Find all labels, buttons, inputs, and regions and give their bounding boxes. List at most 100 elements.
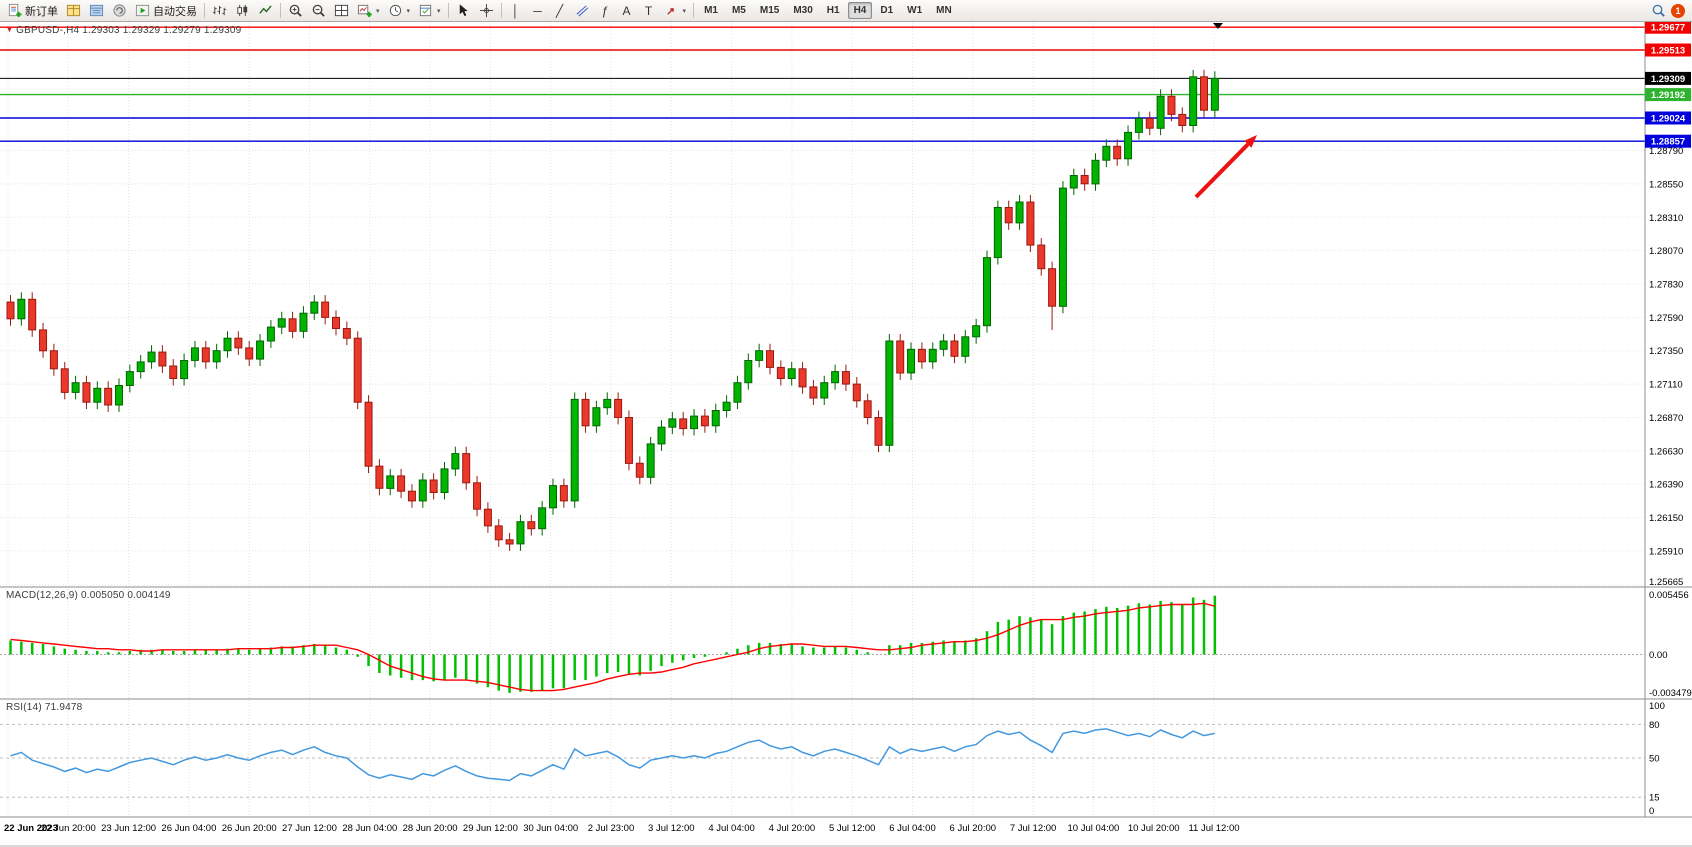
timeframe-h1-button[interactable]: H1 bbox=[826, 5, 840, 16]
svg-text:4 Jul 20:00: 4 Jul 20:00 bbox=[769, 823, 815, 834]
dropdown-caret-icon: ▾ bbox=[406, 7, 411, 15]
timeframe-m15-button[interactable]: M15 bbox=[759, 5, 780, 16]
svg-text:7 Jul 12:00: 7 Jul 12:00 bbox=[1010, 823, 1056, 834]
svg-text:1.29677: 1.29677 bbox=[1651, 23, 1685, 34]
text-button[interactable]: A bbox=[616, 1, 638, 20]
timeframe-w1-button[interactable]: W1 bbox=[907, 5, 923, 16]
channel-icon bbox=[575, 3, 590, 18]
new-chart-icon bbox=[357, 3, 372, 18]
tile-windows-button[interactable] bbox=[330, 1, 353, 20]
search-icon[interactable] bbox=[1651, 3, 1666, 18]
svg-text:1.28550: 1.28550 bbox=[1649, 179, 1683, 190]
svg-text:1.27350: 1.27350 bbox=[1649, 346, 1683, 357]
label-button[interactable]: T bbox=[638, 1, 660, 20]
svg-text:27 Jun 12:00: 27 Jun 12:00 bbox=[282, 823, 337, 834]
macd-signal-line bbox=[10, 602, 1215, 692]
crosshair-icon bbox=[479, 3, 494, 18]
market-depth-icon bbox=[66, 3, 81, 18]
tile-windows-icon bbox=[334, 3, 349, 18]
bar-chart-button[interactable] bbox=[208, 1, 231, 20]
zoom-in-icon bbox=[288, 3, 303, 18]
auto-trading-label: 自动交易 bbox=[153, 5, 197, 18]
toolbar-separator bbox=[693, 3, 695, 18]
new-order-label: 新订单 bbox=[25, 5, 58, 18]
svg-text:30 Jun 04:00: 30 Jun 04:00 bbox=[523, 823, 578, 834]
macd-axis[interactable]: 0.005456 0.00 -0.003479 bbox=[1649, 590, 1692, 699]
auto-trading-icon bbox=[135, 3, 150, 18]
data-window-icon bbox=[89, 3, 104, 18]
text-icon: A bbox=[622, 3, 631, 18]
line-chart-button[interactable] bbox=[254, 1, 277, 20]
notification-badge[interactable]: 1 bbox=[1671, 3, 1685, 18]
auto-trading-button[interactable]: 自动交易 bbox=[131, 1, 201, 20]
price-tag-1.29024 bbox=[1645, 111, 1691, 125]
timeframe-d1-button[interactable]: D1 bbox=[880, 5, 894, 16]
timeframe-h4-button[interactable]: H4 bbox=[847, 2, 873, 19]
toolbar-separator bbox=[447, 3, 449, 18]
zoom-out-button[interactable] bbox=[307, 1, 330, 20]
price-tag-1.29677 bbox=[1645, 20, 1691, 34]
macd-histogram bbox=[9, 595, 1217, 693]
svg-text:26 Jun 20:00: 26 Jun 20:00 bbox=[222, 823, 277, 834]
svg-text:2 Jul 23:00: 2 Jul 23:00 bbox=[588, 823, 634, 834]
channel-button[interactable] bbox=[571, 1, 594, 20]
cursor-button[interactable] bbox=[452, 1, 475, 20]
template-button[interactable]: ▾ bbox=[414, 1, 445, 20]
toolbar: 新订单 自动交易 ▾ ▾ ▾ │ ─ ╱ ƒ A T ▾ M1 M5 M15 M… bbox=[0, 0, 1692, 22]
svg-text:6 Jul 20:00: 6 Jul 20:00 bbox=[950, 823, 996, 834]
zoom-in-button[interactable] bbox=[284, 1, 307, 20]
new-order-button[interactable]: 新订单 bbox=[3, 1, 62, 20]
horizontal-line-button[interactable]: ─ bbox=[527, 1, 549, 20]
horizontal-line-icon: ─ bbox=[533, 3, 542, 18]
vertical-line-button[interactable]: │ bbox=[505, 1, 527, 20]
toolbar-right-group: 1 bbox=[1651, 3, 1689, 18]
svg-text:28 Jun 20:00: 28 Jun 20:00 bbox=[403, 823, 458, 834]
rsi-level-lines bbox=[0, 723, 1645, 798]
timeframe-m1-button[interactable]: M1 bbox=[704, 5, 718, 16]
rsi-indicator-label: RSI(14) 71.9478 bbox=[6, 702, 83, 713]
svg-text:1.27590: 1.27590 bbox=[1649, 313, 1683, 324]
svg-text:1.26150: 1.26150 bbox=[1649, 513, 1683, 524]
svg-text:1.28790: 1.28790 bbox=[1649, 146, 1683, 157]
period-button[interactable]: ▾ bbox=[384, 1, 415, 20]
new-order-icon bbox=[7, 3, 22, 18]
svg-text:50: 50 bbox=[1649, 754, 1660, 765]
market-depth-button[interactable] bbox=[62, 1, 85, 20]
rsi-axis[interactable]: 100 80 50 15 0 bbox=[1649, 701, 1665, 817]
data-window-button[interactable] bbox=[85, 1, 108, 20]
svg-text:100: 100 bbox=[1649, 701, 1665, 712]
price-axis[interactable]: 1.28790 1.28550 1.28310 1.28070 1.27830 1.275… bbox=[1649, 146, 1683, 588]
fibonacci-button[interactable]: ƒ bbox=[594, 1, 616, 20]
trend-arrow[interactable] bbox=[1194, 135, 1257, 199]
svg-text:1.29513: 1.29513 bbox=[1651, 46, 1685, 57]
svg-text:1.28070: 1.28070 bbox=[1649, 246, 1683, 257]
latest-bar-marker bbox=[1213, 23, 1223, 29]
trendline-button[interactable]: ╱ bbox=[549, 1, 571, 20]
svg-text:80: 80 bbox=[1649, 720, 1660, 731]
svg-text:1.29309: 1.29309 bbox=[1651, 74, 1685, 85]
svg-text:26 Jun 04:00: 26 Jun 04:00 bbox=[161, 823, 216, 834]
svg-text:4 Jul 04:00: 4 Jul 04:00 bbox=[708, 823, 754, 834]
bar-chart-icon bbox=[212, 3, 227, 18]
new-chart-button[interactable]: ▾ bbox=[353, 1, 384, 20]
arrows-button[interactable]: ▾ bbox=[660, 1, 691, 20]
candlestick-chart-icon bbox=[235, 3, 250, 18]
label-icon: T bbox=[644, 3, 653, 18]
candlestick-chart-button[interactable] bbox=[231, 1, 254, 20]
svg-text:11 Jul 12:00: 11 Jul 12:00 bbox=[1188, 823, 1239, 834]
svg-text:1.29024: 1.29024 bbox=[1651, 114, 1686, 125]
crosshair-button[interactable] bbox=[475, 1, 498, 20]
svg-text:1.25910: 1.25910 bbox=[1649, 546, 1683, 557]
timeframe-m5-button[interactable]: M5 bbox=[731, 5, 746, 16]
svg-text:15: 15 bbox=[1649, 793, 1660, 804]
timeframe-mn-button[interactable]: MN bbox=[936, 5, 952, 16]
svg-text:23 Jun 12:00: 23 Jun 12:00 bbox=[101, 823, 156, 834]
clock-icon bbox=[388, 3, 403, 18]
svg-text:3 Jul 12:00: 3 Jul 12:00 bbox=[648, 823, 694, 834]
macd-indicator-label: MACD(12,26,9) 0.005050 0.004149 bbox=[6, 590, 171, 601]
price-tag-1.29513 bbox=[1645, 43, 1691, 57]
news-button[interactable] bbox=[108, 1, 131, 20]
timeframe-m30-button[interactable]: M30 bbox=[793, 5, 813, 16]
